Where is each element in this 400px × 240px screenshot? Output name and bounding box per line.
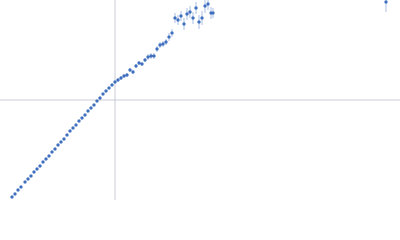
data-point [152, 54, 156, 58]
data-point [149, 54, 153, 58]
data-point [74, 123, 78, 127]
data-point [125, 73, 129, 77]
data-point [98, 96, 102, 100]
data-point [137, 61, 141, 65]
data-point [113, 80, 117, 84]
data-point [89, 106, 93, 110]
data-point [92, 103, 96, 107]
data-point [182, 22, 186, 26]
data-point [167, 35, 171, 39]
data-point [176, 18, 180, 22]
data-point [32, 170, 36, 174]
data-point [110, 83, 114, 87]
chart [0, 0, 400, 200]
data-point [59, 140, 63, 144]
data-point [35, 167, 39, 171]
data-point [197, 20, 201, 24]
data-point [116, 78, 120, 82]
data-point [19, 185, 23, 189]
data-point [146, 55, 150, 59]
data-point [164, 40, 168, 44]
data-point [80, 116, 84, 120]
data-point [13, 192, 17, 196]
data-point [86, 109, 90, 113]
data-point [68, 129, 72, 133]
data-point [140, 62, 144, 66]
data-point [62, 137, 66, 141]
data-point [170, 31, 174, 35]
data-point [119, 76, 123, 80]
data-point [211, 11, 215, 15]
data-point [41, 160, 45, 164]
data-point [128, 68, 132, 72]
data-point [191, 16, 195, 20]
data-point [384, 0, 388, 4]
data-point [95, 99, 99, 103]
data-point [122, 74, 126, 78]
data-point [10, 195, 14, 199]
data-point [71, 126, 75, 130]
data-point [16, 188, 20, 192]
data-point [47, 154, 51, 158]
data-point [143, 58, 147, 62]
data-point [65, 133, 69, 137]
data-point [83, 113, 87, 117]
data-point [188, 10, 192, 14]
data-point [50, 150, 54, 154]
data-point [173, 16, 177, 20]
data-point [101, 92, 105, 96]
data-point [44, 157, 48, 161]
data-point [56, 143, 60, 147]
data-point [29, 174, 33, 178]
data-point [158, 43, 162, 47]
data-point [206, 2, 210, 6]
data-point [104, 89, 108, 93]
data-point [134, 64, 138, 68]
data-point [185, 12, 189, 16]
data-point [107, 86, 111, 90]
data-point [77, 119, 81, 123]
data-point [38, 164, 42, 168]
data-point [203, 4, 207, 8]
data-point [131, 70, 135, 74]
data-point [200, 16, 204, 20]
data-point [23, 180, 27, 184]
data-point [161, 42, 165, 46]
data-point [53, 147, 57, 151]
data-point [179, 14, 183, 18]
data-point [155, 47, 159, 51]
data-point [26, 177, 30, 181]
data-point [194, 6, 198, 10]
